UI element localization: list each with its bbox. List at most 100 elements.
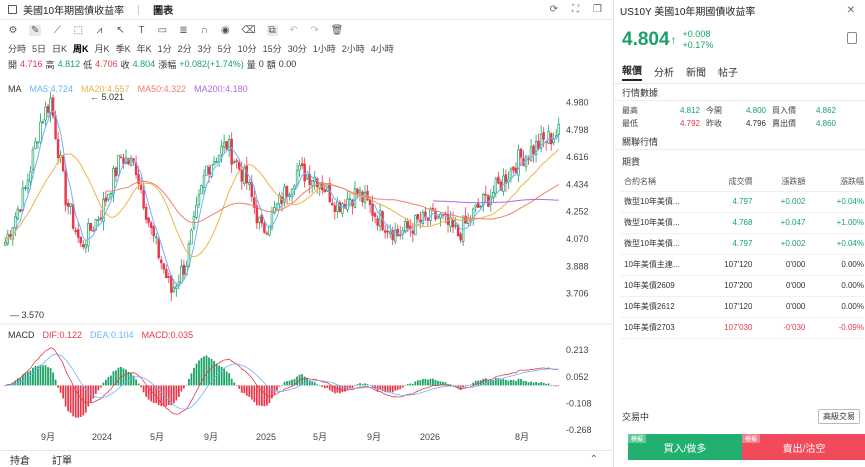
table-cell-chg: 0'000: [752, 275, 806, 297]
macd-bar: [165, 385, 168, 407]
undo-icon[interactable]: ↶: [289, 24, 298, 36]
rectangle-icon[interactable]: ⬚: [73, 24, 84, 36]
macd-bar: [162, 385, 165, 407]
redo-icon[interactable]: ↷: [310, 24, 319, 36]
tab-posts[interactable]: 帖子: [718, 68, 738, 79]
macd-bar: [137, 383, 140, 386]
trash-icon[interactable]: 🗑: [330, 24, 344, 36]
phone-icon[interactable]: [847, 32, 857, 44]
price-axis-label: 4.980: [566, 98, 589, 108]
candle-body: [333, 205, 337, 212]
sell-button[interactable]: 模擬 賣出/沽空: [742, 434, 865, 460]
text-tool-icon[interactable]: T: [138, 24, 145, 36]
ma20-value: MA20:4.557: [81, 84, 130, 94]
delete-icon[interactable]: ⌫: [241, 24, 256, 36]
close-icon[interactable]: ✕: [846, 4, 855, 16]
tab-chart[interactable]: 圖表: [145, 0, 181, 20]
market-data-title: 行情數據: [614, 84, 865, 101]
popout-icon[interactable]: ❐: [593, 4, 602, 15]
positions-tab[interactable]: 持倉: [10, 455, 30, 467]
timeframe-option[interactable]: 周K: [73, 44, 89, 54]
macd-bar: [379, 385, 381, 390]
timeframe-option[interactable]: 1分: [157, 44, 172, 54]
ma5-value: MA5:4.724: [29, 84, 74, 94]
table-row[interactable]: 10年美債主連... 107'120 0'000 0.00%: [620, 254, 864, 276]
chart-pane: 美國10年期國債收益率 圖表 ⟳ ⛶ ❐ ⚙ ✎ ⟋ ⬚ ⩘ ↖ T ▭ ≣ ∩…: [0, 0, 612, 467]
candle-body: [388, 231, 392, 235]
timeframe-option[interactable]: 2小時: [341, 44, 365, 54]
cursor-icon[interactable]: ✎: [29, 24, 42, 36]
timeframe-option[interactable]: 月K: [94, 44, 110, 54]
paper-trade-tag: 模擬: [628, 434, 647, 443]
advanced-trade-button[interactable]: 高級交易: [818, 408, 860, 424]
tab-news[interactable]: 新聞: [686, 68, 706, 79]
candlestick-chart[interactable]: 4.980 4.798 4.616 4.434 4.252 4.070 3.888 3.706…: [0, 78, 612, 450]
macd-bar: [59, 385, 62, 393]
timeframe-option[interactable]: 5日: [32, 44, 47, 54]
candle-body: [240, 169, 243, 182]
table-row[interactable]: 微型10年美債... 4.768 +0.047 +1.00%: [620, 212, 864, 234]
stat-value: 4.862: [815, 106, 836, 115]
tab-quote[interactable]: 美國10年期國債收益率: [0, 0, 132, 20]
candle-body: [112, 168, 115, 195]
macd-legend-title[interactable]: MACD: [8, 330, 35, 340]
candle-body: [51, 97, 55, 117]
candle-body: [202, 175, 206, 188]
refresh-icon[interactable]: ⟳: [549, 4, 559, 15]
futures-table: 合約名稱 成交價 漲跌額 漲跌幅 微型10年美債... 4.797 +0.002 +0…: [620, 172, 864, 339]
candle-body: [411, 230, 415, 234]
settings-icon[interactable]: ⚙: [8, 24, 18, 36]
tab-quote-info[interactable]: 報價: [622, 62, 642, 81]
timeframe-option[interactable]: 2分: [177, 44, 192, 54]
table-row[interactable]: 10年美債2703 107'030 -0'030 -0.09%: [620, 317, 864, 339]
layout-icon[interactable]: ⧉: [266, 24, 278, 36]
macd-bar: [37, 366, 39, 386]
table-cell-chg: 0'000: [752, 254, 806, 276]
orders-tab[interactable]: 訂單: [52, 455, 72, 467]
macd-bar: [333, 385, 336, 394]
table-row[interactable]: 10年美債2612 107'120 0'000 0.00%: [620, 296, 864, 318]
time-axis-label: 8月: [515, 432, 529, 442]
ma-legend-title[interactable]: MA: [8, 84, 22, 94]
timeframe-option[interactable]: 1小時: [312, 44, 336, 54]
candle-body: [34, 140, 37, 149]
timeframe-option[interactable]: 日K: [52, 44, 68, 54]
timeframe-option[interactable]: 15分: [262, 44, 282, 54]
timeframe-option[interactable]: 年K: [136, 44, 152, 54]
table-row[interactable]: 10年美債2609 107'200 0'000 0.00%: [620, 275, 864, 297]
timeframe-option[interactable]: 分時: [8, 44, 27, 54]
macd-bar: [283, 381, 286, 386]
macd-bar: [512, 380, 515, 386]
chevron-up-icon[interactable]: ⌃: [589, 453, 598, 465]
candle-body: [182, 264, 186, 275]
timeframe-option[interactable]: 30分: [287, 44, 307, 54]
macd-bar: [132, 375, 135, 386]
fibonacci-icon[interactable]: ≣: [179, 24, 188, 36]
trendline-icon[interactable]: ⟋: [53, 24, 61, 36]
time-axis-label: 9月: [41, 432, 55, 442]
table-row[interactable]: 微型10年美債... 4.797 +0.002 +0.04%: [620, 191, 864, 213]
eye-icon[interactable]: ◉: [221, 24, 230, 36]
macd-bar: [258, 385, 261, 406]
candle-body: [82, 244, 85, 248]
macd-bar: [19, 377, 22, 386]
timeframe-option[interactable]: 5分: [217, 44, 232, 54]
arrow-tool-icon[interactable]: ↖: [116, 24, 125, 36]
timeframe-option[interactable]: 10分: [237, 44, 257, 54]
pattern-icon[interactable]: ⩘: [96, 24, 103, 36]
fullscreen-icon[interactable]: ⛶: [572, 4, 580, 15]
timeframe-option[interactable]: 3分: [197, 44, 212, 54]
measure-icon[interactable]: ▭: [157, 24, 168, 36]
timeframe-option[interactable]: 4小時: [370, 44, 394, 54]
macd-bar: [195, 363, 198, 386]
macd-bar: [384, 385, 387, 393]
candle-body: [127, 158, 130, 165]
tab-analysis[interactable]: 分析: [654, 68, 674, 79]
table-row[interactable]: 微型10年美債... 4.797 +0.002 +0.04%: [620, 233, 864, 255]
candle-body: [162, 263, 165, 270]
macd-bar: [442, 381, 444, 386]
macd-bar: [64, 385, 67, 407]
buy-button[interactable]: 模擬 買入/做多: [628, 434, 742, 460]
timeframe-option[interactable]: 季K: [115, 44, 131, 54]
magnet-icon[interactable]: ∩: [200, 24, 208, 36]
